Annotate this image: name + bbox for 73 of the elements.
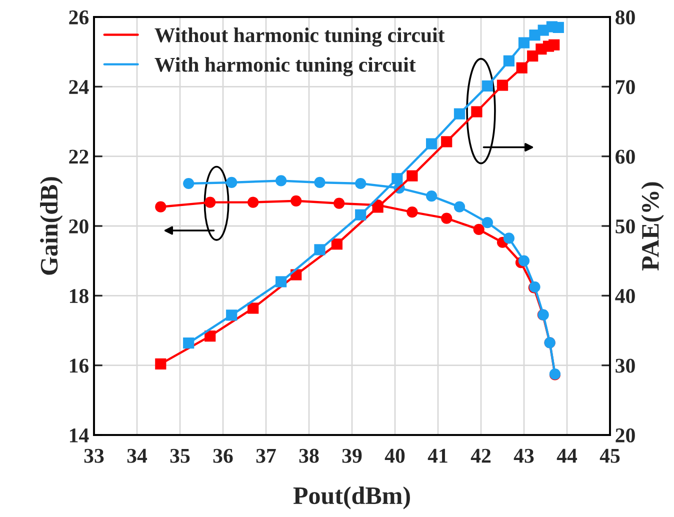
y-tick-label: 26 <box>69 10 89 24</box>
x-tick-label: 43 <box>514 448 534 463</box>
point <box>204 330 216 342</box>
x-tick-label: 41 <box>428 448 448 463</box>
x-tick-label: 35 <box>170 448 190 463</box>
y2-tick-label: 60 <box>616 150 635 164</box>
point <box>441 212 452 224</box>
point <box>518 37 530 48</box>
y-tick-label: 14 <box>70 428 89 442</box>
legend-label: Without harmonic tuning circuit <box>154 28 445 47</box>
point <box>548 39 560 50</box>
point <box>426 190 438 202</box>
point <box>314 176 326 188</box>
legend-label: With harmonic tuning circuit <box>154 57 416 76</box>
y2-axis-title: PAE(%) <box>641 182 664 270</box>
point <box>482 216 494 228</box>
y-tick-label: 16 <box>70 358 89 373</box>
y2-tick-label: 40 <box>615 289 635 304</box>
x-tick-label: 40 <box>384 448 405 463</box>
point <box>155 358 166 370</box>
point <box>204 196 216 208</box>
point <box>355 209 366 220</box>
point <box>516 62 528 74</box>
point <box>454 201 466 212</box>
point <box>406 170 418 182</box>
y-tick-label: 22 <box>69 150 88 164</box>
y-tick-label: 20 <box>69 219 88 234</box>
y2-tick-label: 80 <box>616 10 635 24</box>
point <box>426 138 438 150</box>
point <box>314 244 326 256</box>
point <box>275 175 287 186</box>
point <box>503 232 515 244</box>
point <box>471 106 482 118</box>
x-tick-label: 38 <box>299 448 319 463</box>
y-tick-label: 24 <box>69 80 89 94</box>
point <box>441 136 452 148</box>
point <box>496 80 508 91</box>
x-tick-label: 33 <box>84 448 104 463</box>
x-tick-label: 36 <box>213 448 233 463</box>
point <box>334 198 345 209</box>
y-tick-label: 18 <box>70 289 88 304</box>
point <box>248 302 259 314</box>
y-axis-title: Gain(dB) <box>40 177 63 275</box>
point <box>473 224 484 236</box>
x-axis-title: Pout(dBm) <box>293 486 410 510</box>
point <box>290 195 302 206</box>
point <box>226 176 238 188</box>
x-tick-label: 39 <box>342 448 362 463</box>
y2-tick-label: 30 <box>616 358 635 373</box>
point <box>331 238 343 250</box>
point <box>406 206 418 218</box>
point <box>183 337 194 349</box>
point <box>503 55 515 66</box>
point <box>275 276 287 288</box>
x-tick-label: 37 <box>256 448 276 463</box>
y2-tick-label: 20 <box>616 428 635 442</box>
point <box>527 50 538 62</box>
x-tick-label: 34 <box>127 448 148 463</box>
x-tick-label: 45 <box>600 448 620 463</box>
point <box>183 178 194 190</box>
y2-tick-label: 70 <box>616 80 635 94</box>
point <box>392 173 403 184</box>
point <box>248 196 259 208</box>
point <box>355 178 366 190</box>
point <box>226 310 238 321</box>
x-tick-label: 44 <box>556 448 578 463</box>
point <box>155 201 166 212</box>
x-tick-label: 42 <box>470 448 491 463</box>
point <box>454 108 466 120</box>
point <box>518 255 530 266</box>
point <box>482 80 494 92</box>
y2-tick-label: 50 <box>616 219 635 234</box>
point <box>552 22 564 34</box>
